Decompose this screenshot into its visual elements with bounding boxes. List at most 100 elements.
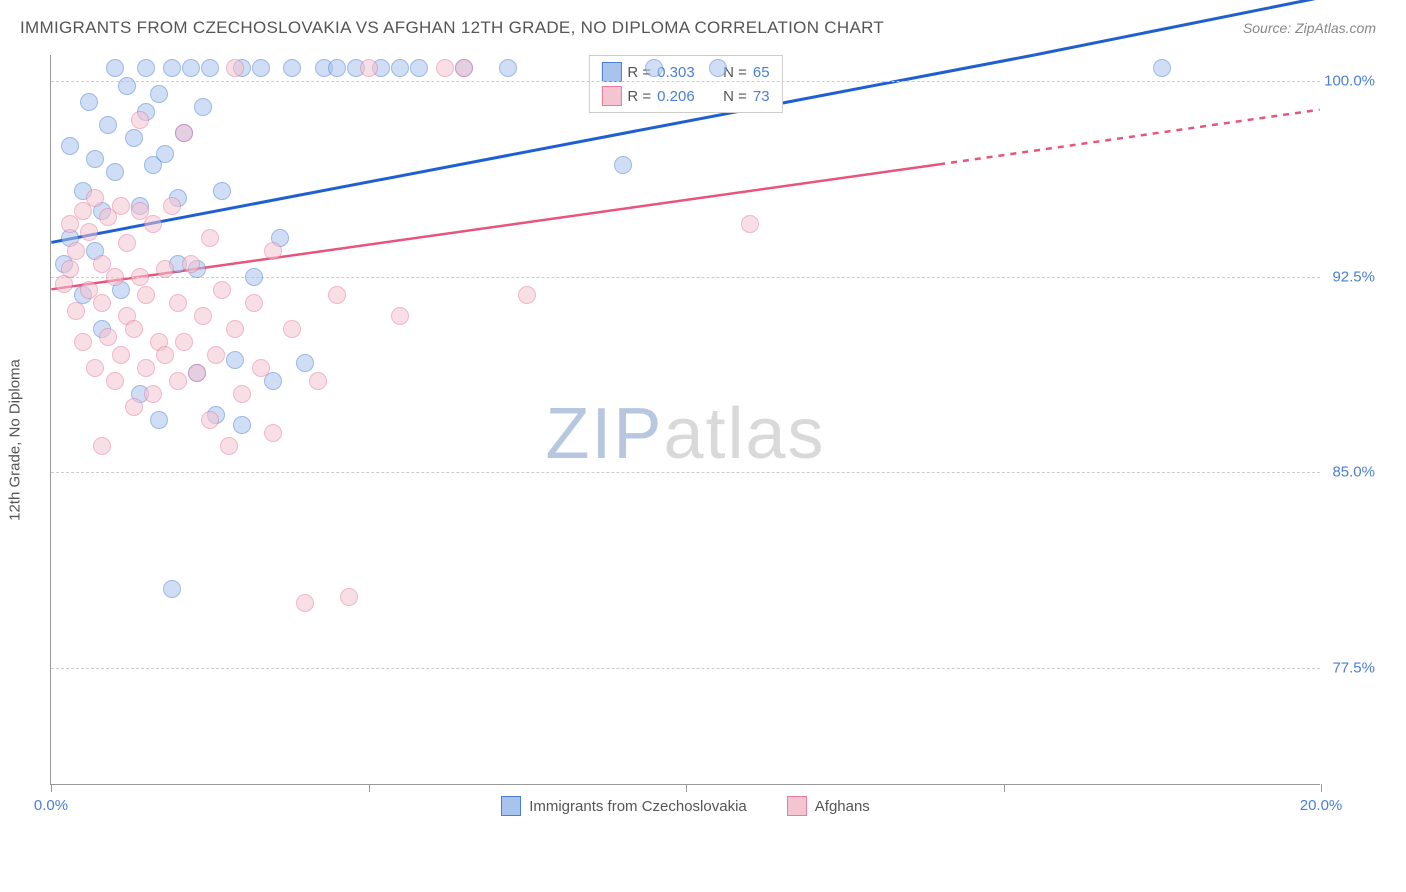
data-point <box>309 372 327 390</box>
data-point <box>201 59 219 77</box>
data-point <box>163 197 181 215</box>
data-point <box>741 215 759 233</box>
stat-r-value: 0.206 <box>657 88 707 105</box>
data-point <box>252 359 270 377</box>
y-tick-label: 77.5% <box>1332 659 1375 676</box>
data-point <box>175 333 193 351</box>
y-axis-label: 12th Grade, No Diploma <box>7 359 24 521</box>
series-legend: Immigrants from Czechoslovakia Afghans <box>51 796 1320 816</box>
data-point <box>106 163 124 181</box>
data-point <box>118 77 136 95</box>
data-point <box>175 124 193 142</box>
data-point <box>1153 59 1171 77</box>
data-point <box>125 398 143 416</box>
data-point <box>131 268 149 286</box>
plot-area: ZIPatlas R = 0.303N = 65R = 0.206N = 73 … <box>50 55 1320 785</box>
y-tick-label: 92.5% <box>1332 268 1375 285</box>
stat-n-value: 65 <box>753 64 770 81</box>
data-point <box>156 260 174 278</box>
data-point <box>201 229 219 247</box>
data-point <box>455 59 473 77</box>
data-point <box>137 286 155 304</box>
data-point <box>436 59 454 77</box>
legend-swatch <box>787 796 807 816</box>
data-point <box>518 286 536 304</box>
data-point <box>264 424 282 442</box>
data-point <box>137 59 155 77</box>
data-point <box>67 302 85 320</box>
y-tick-label: 100.0% <box>1324 73 1375 90</box>
x-tick <box>369 784 370 792</box>
legend-swatch <box>601 62 621 82</box>
data-point <box>220 437 238 455</box>
data-point <box>163 580 181 598</box>
data-point <box>252 59 270 77</box>
grid-line <box>51 472 1320 473</box>
data-point <box>86 189 104 207</box>
chart-title: IMMIGRANTS FROM CZECHOSLOVAKIA VS AFGHAN… <box>20 18 884 38</box>
data-point <box>391 59 409 77</box>
data-point <box>112 197 130 215</box>
stat-n-label: N = <box>723 64 747 81</box>
grid-line <box>51 277 1320 278</box>
data-point <box>213 281 231 299</box>
legend-item: Afghans <box>787 796 870 816</box>
data-point <box>156 145 174 163</box>
source-attribution: Source: ZipAtlas.com <box>1243 20 1376 36</box>
data-point <box>614 156 632 174</box>
data-point <box>67 242 85 260</box>
data-point <box>499 59 517 77</box>
data-point <box>99 116 117 134</box>
data-point <box>213 182 231 200</box>
stat-n-value: 73 <box>753 88 770 105</box>
data-point <box>156 346 174 364</box>
data-point <box>80 223 98 241</box>
data-point <box>55 275 73 293</box>
data-point <box>296 354 314 372</box>
x-tick-label: 0.0% <box>34 797 68 814</box>
data-point <box>360 59 378 77</box>
data-point <box>150 85 168 103</box>
chart-container: 12th Grade, No Diploma ZIPatlas R = 0.30… <box>50 55 1380 825</box>
data-point <box>283 320 301 338</box>
x-tick <box>686 784 687 792</box>
data-point <box>226 320 244 338</box>
data-point <box>201 411 219 429</box>
data-point <box>144 215 162 233</box>
data-point <box>182 59 200 77</box>
correlation-legend: R = 0.303N = 65R = 0.206N = 73 <box>588 55 782 113</box>
data-point <box>144 385 162 403</box>
data-point <box>93 294 111 312</box>
data-point <box>86 150 104 168</box>
x-tick <box>1321 784 1322 792</box>
data-point <box>112 346 130 364</box>
data-point <box>226 351 244 369</box>
legend-item: Immigrants from Czechoslovakia <box>501 796 747 816</box>
data-point <box>106 268 124 286</box>
y-tick-label: 85.0% <box>1332 464 1375 481</box>
data-point <box>106 59 124 77</box>
data-point <box>391 307 409 325</box>
data-point <box>86 359 104 377</box>
data-point <box>74 333 92 351</box>
data-point <box>194 98 212 116</box>
data-point <box>645 59 663 77</box>
data-point <box>118 234 136 252</box>
chart-header: IMMIGRANTS FROM CZECHOSLOVAKIA VS AFGHAN… <box>0 0 1406 48</box>
stat-n-label: N = <box>723 88 747 105</box>
data-point <box>245 268 263 286</box>
data-point <box>188 364 206 382</box>
data-point <box>61 260 79 278</box>
x-tick-label: 20.0% <box>1300 797 1343 814</box>
data-point <box>264 242 282 260</box>
data-point <box>245 294 263 312</box>
data-point <box>264 372 282 390</box>
legend-label: Immigrants from Czechoslovakia <box>529 798 747 815</box>
data-point <box>61 137 79 155</box>
legend-swatch <box>501 796 521 816</box>
data-point <box>125 129 143 147</box>
data-point <box>709 59 727 77</box>
data-point <box>163 59 181 77</box>
data-point <box>125 320 143 338</box>
x-tick <box>51 784 52 792</box>
